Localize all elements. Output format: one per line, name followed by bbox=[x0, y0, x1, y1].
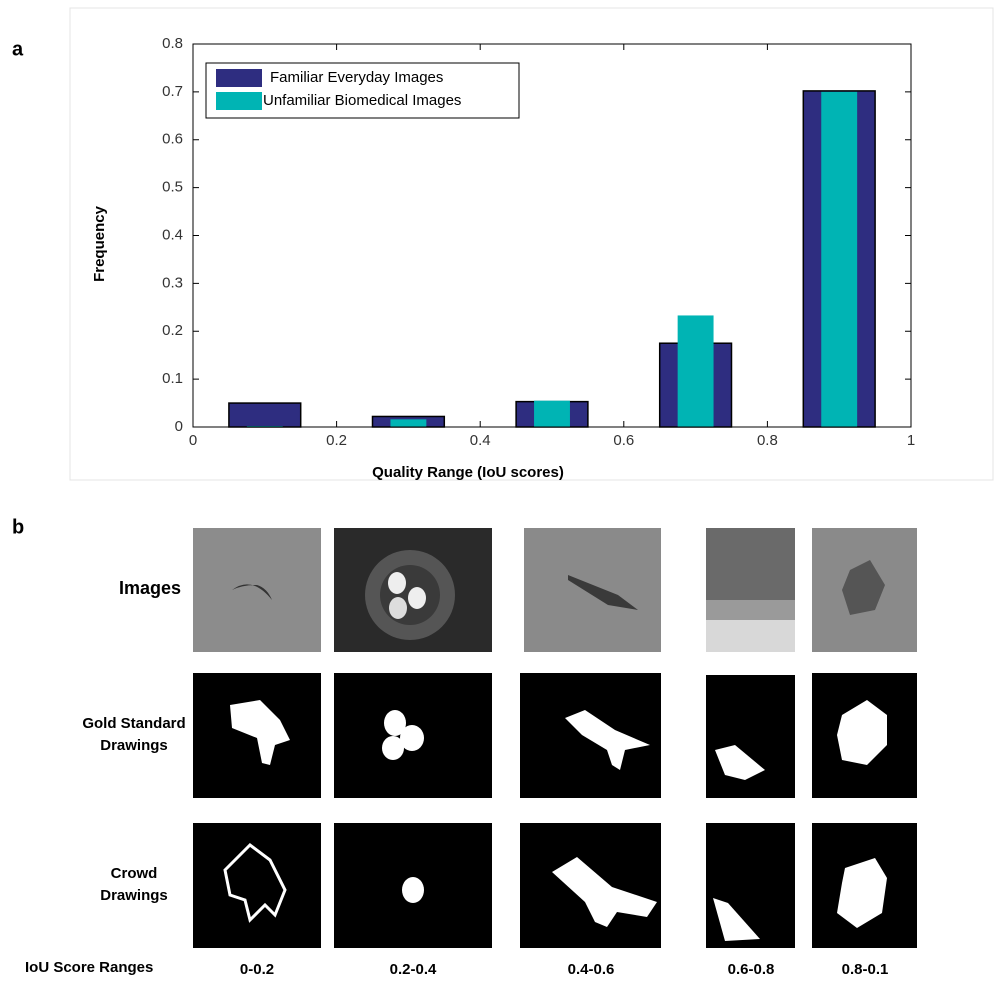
row-label: Drawings bbox=[100, 887, 168, 904]
image-detail bbox=[388, 572, 406, 594]
legend-label: Unfamiliar Biomedical Images bbox=[263, 92, 461, 109]
panel-label: b bbox=[12, 516, 24, 538]
bar bbox=[534, 401, 570, 427]
x-tick-label: 0.4 bbox=[470, 432, 491, 449]
image-detail bbox=[389, 597, 407, 619]
x-tick-label: 0.6 bbox=[613, 432, 634, 449]
x-tick-label: 1 bbox=[907, 432, 915, 449]
image-grid bbox=[193, 528, 917, 948]
y-tick-label: 0.4 bbox=[162, 226, 183, 243]
row-label: Crowd bbox=[111, 865, 158, 882]
mask-shape bbox=[382, 736, 404, 760]
y-tick-label: 0.1 bbox=[162, 370, 183, 387]
bar bbox=[821, 92, 857, 427]
x-tick-label: 0 bbox=[189, 432, 197, 449]
legend-swatch bbox=[216, 92, 262, 110]
image-detail bbox=[706, 620, 795, 652]
legend-label: Familiar Everyday Images bbox=[270, 69, 443, 86]
row-label: Gold Standard bbox=[82, 715, 185, 732]
y-tick-label: 0.5 bbox=[162, 179, 183, 196]
image-detail bbox=[408, 587, 426, 609]
column-caption: IoU Score Ranges bbox=[25, 959, 153, 976]
y-tick-label: 0.7 bbox=[162, 83, 183, 100]
y-tick-label: 0.2 bbox=[162, 322, 183, 339]
image bbox=[193, 528, 321, 652]
y-tick-label: 0.3 bbox=[162, 274, 183, 291]
row-label: Drawings bbox=[100, 737, 168, 754]
figure: a b Quality Range (IoU scores) Frequency bbox=[0, 0, 994, 981]
column-label: 0.4-0.6 bbox=[568, 961, 615, 978]
legend-swatch bbox=[216, 69, 262, 87]
mask-shape bbox=[402, 877, 424, 903]
y-tick-label: 0 bbox=[175, 418, 183, 435]
bar bbox=[390, 419, 426, 427]
x-tick-label: 0.8 bbox=[757, 432, 778, 449]
legend: Familiar Everyday Images Unfamiliar Biome… bbox=[206, 63, 519, 118]
x-tick-label: 0.2 bbox=[326, 432, 347, 449]
bar bbox=[229, 403, 301, 427]
column-label: 0.6-0.8 bbox=[728, 961, 775, 978]
panel-label: a bbox=[12, 38, 24, 60]
y-tick-label: 0.8 bbox=[162, 35, 183, 52]
column-label: 0.2-0.4 bbox=[390, 961, 437, 978]
image-detail bbox=[706, 600, 795, 620]
mask bbox=[193, 823, 321, 948]
column-label: 0-0.2 bbox=[240, 961, 274, 978]
y-tick-label: 0.6 bbox=[162, 131, 183, 148]
x-axis-label: Quality Range (IoU scores) bbox=[372, 464, 564, 481]
y-axis-label: Frequency bbox=[91, 205, 108, 282]
mask bbox=[706, 675, 795, 798]
row-label: Images bbox=[119, 578, 181, 598]
bar bbox=[678, 315, 714, 427]
column-label: 0.8-0.1 bbox=[842, 961, 889, 978]
